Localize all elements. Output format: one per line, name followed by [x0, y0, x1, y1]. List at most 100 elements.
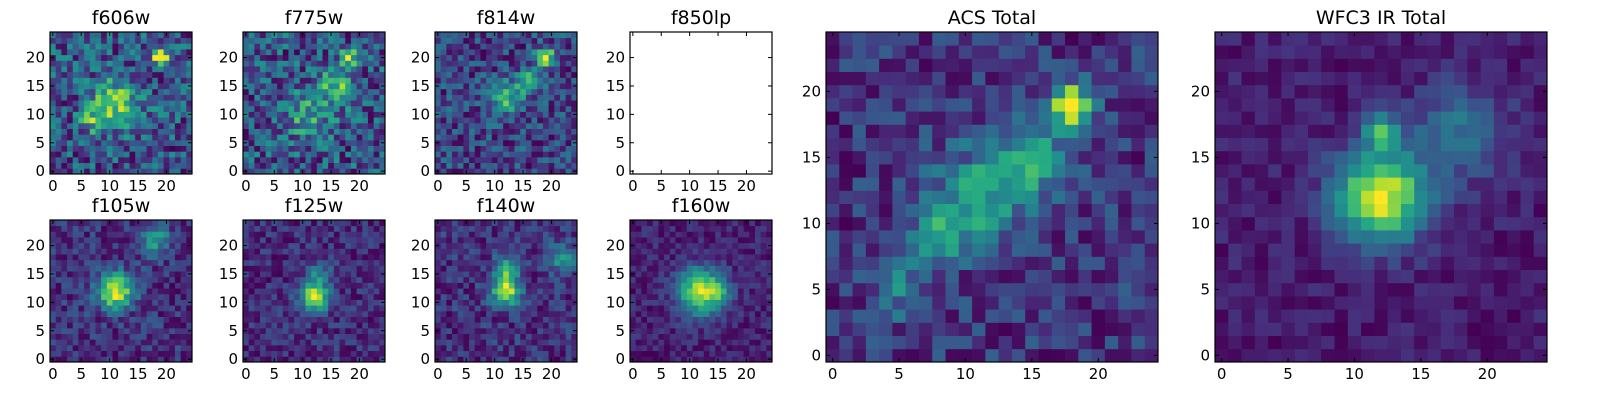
heatmap-cell — [486, 299, 493, 306]
heatmap-cell — [732, 293, 739, 300]
heatmap-cell — [630, 254, 637, 261]
heatmap-cell — [749, 322, 756, 329]
heatmap-cell — [277, 225, 284, 232]
heatmap-cell — [520, 254, 527, 261]
heatmap-cell — [350, 66, 357, 73]
heatmap-cell — [282, 83, 289, 90]
heatmap-cell — [305, 100, 312, 107]
heatmap-cell — [174, 282, 182, 289]
heatmap-cell — [692, 282, 699, 289]
heatmap-cell — [112, 322, 119, 329]
heatmap-cell — [89, 310, 96, 317]
heatmap-cell — [254, 237, 261, 244]
heatmap-cell — [675, 237, 682, 244]
heatmap-cell — [152, 288, 159, 295]
heatmap-cell — [446, 122, 453, 129]
heatmap-cell — [362, 77, 369, 84]
heatmap-cell — [288, 237, 295, 244]
heatmap-cell — [497, 333, 504, 340]
heatmap-cell — [865, 282, 880, 297]
heatmap-cell — [463, 111, 470, 118]
heatmap-cell — [486, 254, 493, 261]
heatmap-cell — [322, 350, 329, 357]
heatmap-cell — [743, 242, 750, 249]
heatmap-cell — [497, 339, 504, 346]
heatmap-cell — [282, 100, 289, 107]
heatmap-cell — [1104, 203, 1119, 218]
heatmap-cell — [265, 282, 272, 289]
heatmap-cell — [316, 344, 323, 352]
heatmap-cell — [630, 288, 637, 295]
heatmap-cell — [669, 271, 676, 278]
heatmap-cell — [480, 293, 487, 300]
heatmap-cell — [339, 122, 346, 129]
heatmap-cell — [78, 128, 85, 135]
heatmap-cell — [630, 231, 637, 238]
heatmap-cell — [669, 356, 676, 363]
heatmap-cell — [174, 271, 182, 278]
heatmap-cell — [135, 111, 142, 118]
heatmap-cell — [118, 151, 125, 158]
heatmap-cell — [681, 333, 688, 340]
heatmap-cell — [367, 134, 375, 141]
x-tick-label: 0 — [48, 177, 58, 195]
heatmap-cell — [84, 54, 91, 61]
heatmap-cell — [457, 322, 464, 329]
heatmap-cell — [497, 105, 504, 112]
heatmap-cell — [503, 316, 510, 323]
heatmap-cell — [647, 356, 654, 363]
heatmap-cell — [345, 288, 352, 295]
heatmap-cell — [658, 305, 665, 312]
heatmap-cell — [641, 305, 648, 312]
heatmap-cell — [537, 128, 544, 135]
heatmap-cell — [333, 122, 340, 129]
heatmap-cell — [328, 237, 335, 244]
heatmap-cell — [328, 231, 335, 238]
heatmap-cell — [152, 71, 159, 78]
heatmap-cell — [277, 265, 284, 272]
heatmap-cell — [647, 259, 654, 266]
heatmap-cell — [112, 71, 119, 78]
heatmap-cell — [457, 100, 464, 107]
heatmap-cell — [305, 37, 312, 44]
heatmap-cell — [698, 248, 705, 255]
heatmap-cell — [865, 203, 880, 218]
heatmap-cell — [486, 83, 493, 90]
heatmap-cell — [265, 276, 272, 283]
heatmap-cell — [299, 100, 306, 107]
heatmap-cell — [95, 254, 102, 261]
heatmap-cell — [852, 322, 867, 336]
heatmap-cell — [248, 248, 255, 255]
heatmap-cell — [972, 322, 986, 336]
heatmap-cell — [163, 231, 170, 238]
heatmap-cell — [379, 77, 386, 84]
heatmap-cell — [681, 310, 688, 317]
heatmap-cell — [1078, 348, 1092, 363]
heatmap-cell — [135, 282, 142, 289]
heatmap-cell — [720, 356, 727, 363]
heatmap-cell — [486, 100, 493, 107]
heatmap-cell — [350, 220, 357, 227]
heatmap-cell — [565, 305, 572, 312]
x-tick-label: 15 — [513, 177, 532, 195]
heatmap-cell — [362, 139, 369, 146]
heatmap-cell — [333, 77, 340, 84]
heatmap-cell — [339, 271, 346, 278]
heatmap-cell — [140, 100, 147, 107]
x-tick-label: 20 — [157, 177, 176, 195]
heatmap-cell — [452, 66, 459, 73]
heatmap-cell — [271, 37, 278, 44]
heatmap-cell — [508, 322, 515, 329]
heatmap-cell — [356, 282, 363, 289]
heatmap-cell — [78, 60, 85, 67]
heatmap-cell — [362, 168, 369, 175]
heatmap-cell — [106, 225, 113, 232]
heatmap-cell — [135, 259, 142, 266]
heatmap-cell — [446, 94, 453, 101]
heatmap-cell — [373, 156, 380, 164]
heatmap-cell — [542, 37, 549, 44]
heatmap-cell — [294, 350, 301, 357]
heatmap-cell — [698, 344, 705, 352]
heatmap-cell — [554, 248, 561, 255]
heatmap-cell — [474, 145, 481, 152]
